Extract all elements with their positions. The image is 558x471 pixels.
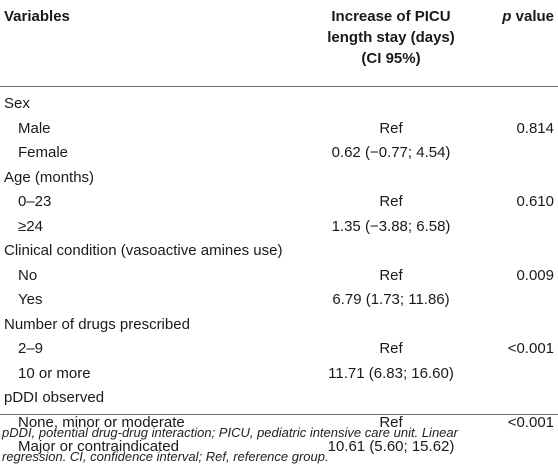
table-row: 0–23 Ref 0.610 [0,190,558,215]
header-increase-line3: (CI 95%) [361,50,421,67]
header-p-value: p value [502,6,554,27]
row-variable: Female [18,144,69,161]
row-variable: 2–9 [18,340,44,357]
row-estimate: 1.35 (−3.88; 6.58) [331,217,451,235]
table-row: ≥24 1.35 (−3.88; 6.58) [0,215,558,240]
table-row: No Ref 0.009 [0,264,558,289]
header-increase-line1: Increase of PICU [331,8,451,25]
row-variable: ≥24 [18,217,43,235]
table-row: Female 0.62 (−0.77; 4.54) [0,141,558,166]
row-variable: Yes [18,291,43,308]
table-row: Male Ref 0.814 [0,117,558,142]
header-increase-line2: length stay (days) [327,29,455,46]
row-p-value: 0.814 [516,119,554,137]
table-group-row: Clinical condition (vasoactive amines us… [0,239,558,264]
footnote-line1: pDDI, potential drug-drug interaction; P… [2,425,458,440]
row-p-value: <0.001 [507,340,554,357]
row-variable: No [18,266,38,284]
row-variable: pDDI observed [4,389,105,406]
table-row: 2–9 Ref <0.001 [0,337,558,362]
row-estimate: 6.79 (1.73; 11.86) [332,291,450,308]
row-estimate: Ref [379,413,403,431]
header-divider [0,86,558,87]
row-variable: Sex [4,95,30,112]
row-estimate: 0.62 (−0.77; 4.54) [331,144,451,161]
row-variable: 10 or more [18,364,91,382]
header-variables: Variables [4,8,70,25]
row-variable: Major or contraindicated [18,438,179,455]
row-variable: Male [18,119,51,137]
table-bottom-rule [0,414,558,415]
table-row: None, minor or moderate Ref <0.001 [0,411,558,436]
row-estimate: 10.61 (5.60; 15.62) [327,438,455,455]
table-header: Variables Increase of PICU length stay (… [0,0,558,86]
header-p-rest: value [511,8,554,25]
row-estimate: Ref [379,340,403,357]
row-estimate: Ref [379,193,403,210]
footnote-line2: regression. CI, confidence interval; Ref… [2,449,329,464]
row-variable: Clinical condition (vasoactive amines us… [4,242,283,259]
row-p-value: <0.001 [507,413,554,431]
table-row: Yes 6.79 (1.73; 11.86) [0,288,558,313]
row-p-value: 0.610 [516,193,554,210]
row-variable: 0–23 [18,193,52,210]
row-variable: Age (months) [4,168,95,186]
row-estimate: Ref [379,119,403,137]
row-estimate: 11.71 (6.83; 16.60) [328,364,454,382]
table-body: Sex Male Ref 0.814 Female 0.62 (−0.77; 4.54) A… [0,92,558,460]
header-increase-picu-stay: Increase of PICU length stay (days) (CI … [300,6,482,69]
table-group-row: Age (months) [0,166,558,191]
table-group-row: Number of drugs prescribed [0,313,558,338]
row-variable: None, minor or moderate [18,413,185,431]
table-group-row: Sex [0,92,558,117]
table-row: Major or contraindicated 10.61 (5.60; 15.… [0,435,558,460]
header-p-italic: p [502,8,512,25]
table-row: 10 or more 11.71 (6.83; 16.60) [0,362,558,387]
row-estimate: Ref [379,266,403,284]
row-p-value: 0.009 [516,266,554,284]
row-variable: Number of drugs prescribed [4,315,190,333]
table-footnote: pDDI, potential drug-drug interaction; P… [2,421,554,469]
table-group-row: pDDI observed [0,386,558,411]
